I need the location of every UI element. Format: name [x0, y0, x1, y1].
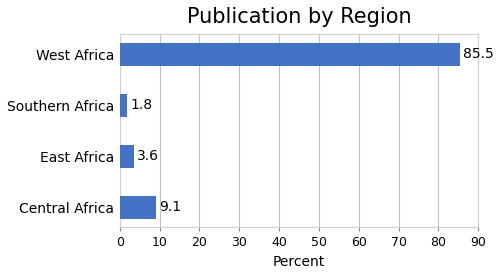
- X-axis label: Percent: Percent: [273, 255, 325, 269]
- Title: Publication by Region: Publication by Region: [186, 7, 412, 27]
- Bar: [120, 43, 460, 66]
- Text: 85.5: 85.5: [464, 47, 494, 61]
- Bar: [120, 145, 134, 168]
- Text: 1.8: 1.8: [130, 98, 152, 112]
- Text: 3.6: 3.6: [138, 149, 160, 163]
- Bar: [120, 94, 127, 117]
- Bar: [120, 196, 156, 219]
- Text: 9.1: 9.1: [159, 200, 182, 214]
